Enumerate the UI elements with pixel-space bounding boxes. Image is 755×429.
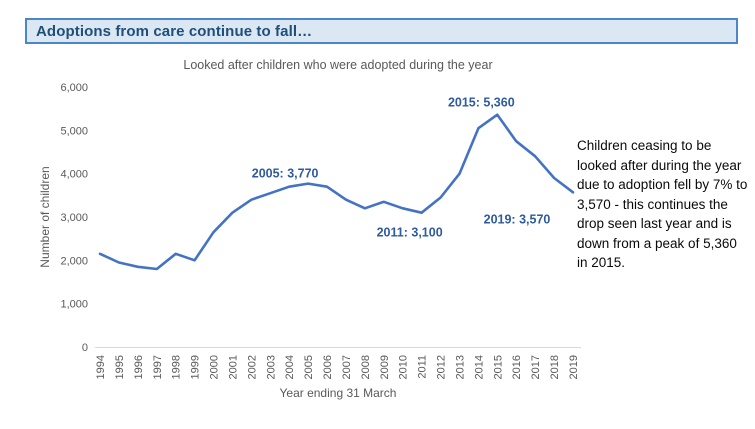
x-tick-label: 2005 <box>303 355 315 379</box>
x-tick-label: 2014 <box>473 355 485 379</box>
y-tick-label: 5,000 <box>60 125 88 137</box>
data-point-annotation: 2019: 3,570 <box>484 212 551 226</box>
x-tick-label: 2017 <box>530 355 542 379</box>
x-tick-label: 2002 <box>246 355 258 379</box>
chart-title: Looked after children who were adopted d… <box>183 58 492 72</box>
x-tick-label: 2009 <box>379 355 391 379</box>
y-tick-label: 6,000 <box>60 82 88 94</box>
data-point-annotation: 2015: 5,360 <box>448 96 515 110</box>
header-title: Adoptions from care continue to fall… <box>36 22 313 40</box>
x-tick-label: 2013 <box>454 355 466 379</box>
data-line-series <box>98 113 575 271</box>
x-tick-label: 2019 <box>568 355 580 379</box>
x-axis-title: Year ending 31 March <box>280 386 397 400</box>
x-tick-label: 1999 <box>190 355 202 379</box>
x-tick-label: 2003 <box>265 355 277 379</box>
x-tick-label: 1994 <box>95 355 107 379</box>
x-tick-label: 2012 <box>436 355 448 379</box>
x-tick-label: 2008 <box>360 355 372 379</box>
x-tick-label: 2006 <box>322 355 334 379</box>
data-point-annotation: 2005: 3,770 <box>252 167 319 181</box>
x-tick-label: 1995 <box>114 355 126 379</box>
data-point-annotation: 2011: 3,100 <box>377 226 443 240</box>
y-tick-label: 4,000 <box>60 169 88 181</box>
commentary-text: Children ceasing to be looked after duri… <box>577 138 748 270</box>
x-tick-label: 2018 <box>549 355 561 379</box>
x-tick-label: 1998 <box>171 355 183 379</box>
x-tick-label: 1996 <box>133 355 145 379</box>
x-tick-label: 1997 <box>152 355 164 379</box>
x-tick-label: 2007 <box>341 355 353 379</box>
x-tick-label: 2015 <box>492 355 504 379</box>
x-tick-label: 2010 <box>398 355 410 379</box>
x-tick-label: 2001 <box>227 355 239 379</box>
y-tick-label: 1,000 <box>60 299 88 311</box>
x-tick-label: 2004 <box>284 355 296 379</box>
x-tick-label: 2000 <box>209 355 221 379</box>
y-tick-label: 3,000 <box>60 212 88 224</box>
adoptions-line-chart: Looked after children who were adopted d… <box>0 50 600 429</box>
chart-canvas: Looked after children who were adopted d… <box>38 58 581 400</box>
x-tick-label: 2011 <box>417 355 429 379</box>
x-tick-label: 2016 <box>511 355 523 379</box>
y-tick-label: 0 <box>82 342 88 354</box>
y-axis-title: Number of children <box>38 166 52 267</box>
header-banner: Adoptions from care continue to fall… <box>25 18 738 44</box>
y-tick-label: 2,000 <box>60 255 88 267</box>
